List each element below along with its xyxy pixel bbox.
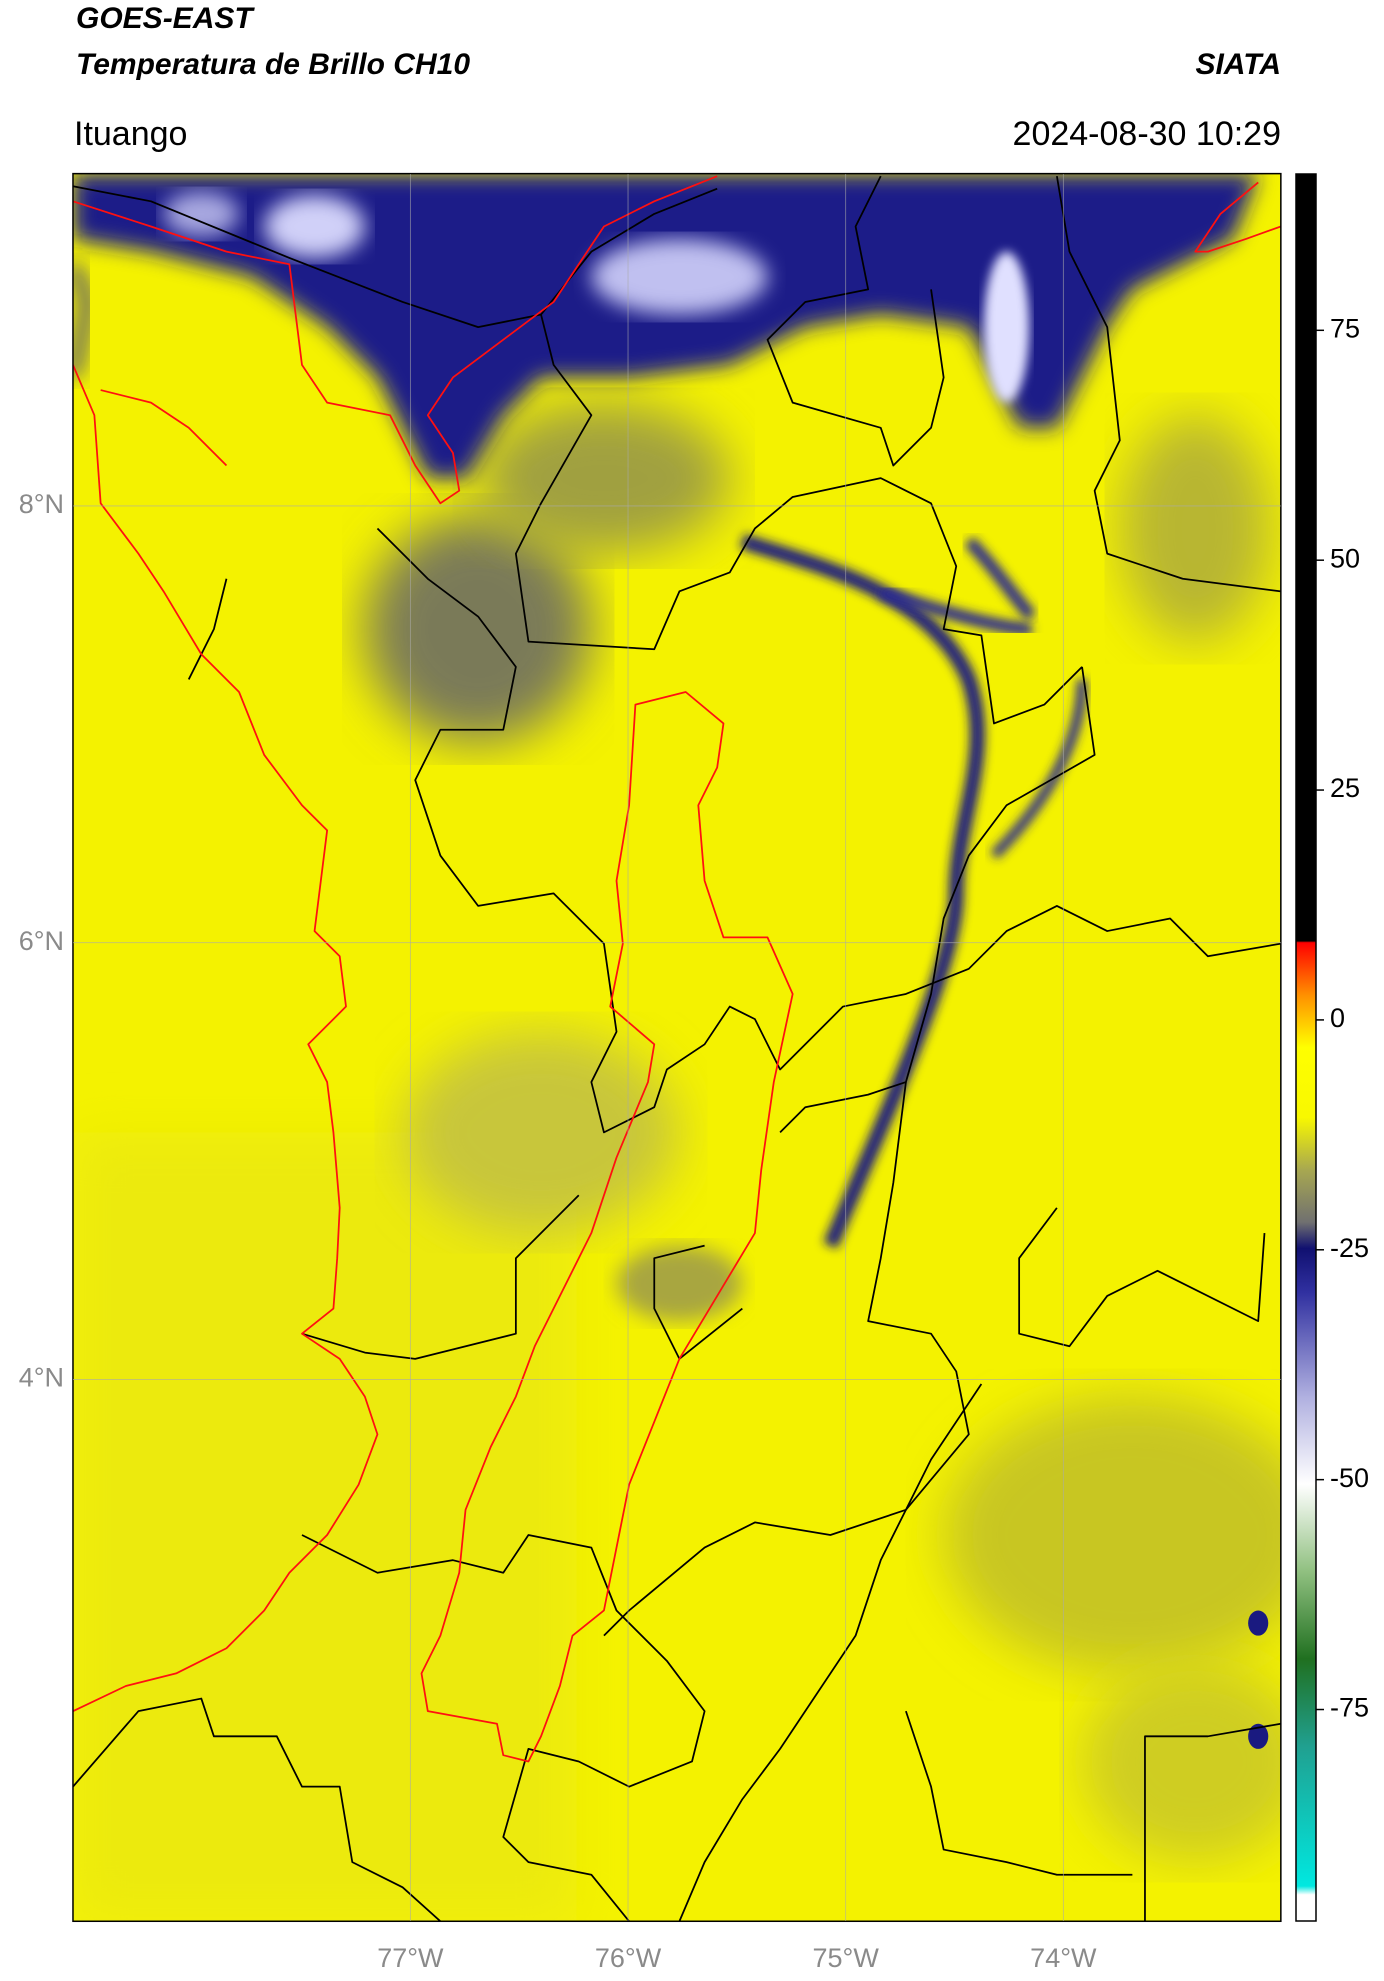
y-tick-label: 8°N <box>19 489 64 519</box>
location: Ituango <box>74 115 187 153</box>
colorbar-tick-label: 75 <box>1330 313 1360 343</box>
datetime: 2024-08-30 10:29 <box>1013 115 1281 153</box>
x-tick-label: 76°W <box>595 1943 662 1973</box>
x-tick-label: 74°W <box>1030 1943 1097 1973</box>
y-tick-label: 6°N <box>19 926 64 956</box>
colorbar-tick-label: 25 <box>1330 773 1360 803</box>
source: SIATA <box>1195 48 1281 81</box>
title: GOES-EAST <box>76 2 255 35</box>
colorbar-tick-label: -25 <box>1330 1233 1369 1263</box>
x-tick-label: 75°W <box>813 1943 880 1973</box>
axes: 77°W 76°W 75°W 74°W 8°N 6°N 4°N 75 50 25 0 -25 -50 -7… <box>19 174 1369 1973</box>
colorbar-tick-label: 50 <box>1330 543 1360 573</box>
colorbar-tick-label: -75 <box>1330 1693 1369 1723</box>
y-tick-label: 4°N <box>19 1363 64 1393</box>
map-image <box>72 172 1282 1923</box>
x-tick-label: 77°W <box>377 1943 444 1973</box>
colorbar-tick-label: 0 <box>1330 1003 1345 1033</box>
colorbar-tick-label: -50 <box>1330 1463 1369 1493</box>
subtitle: Temperatura de Brillo CH10 <box>76 48 470 81</box>
colorbar <box>1295 173 1317 1922</box>
